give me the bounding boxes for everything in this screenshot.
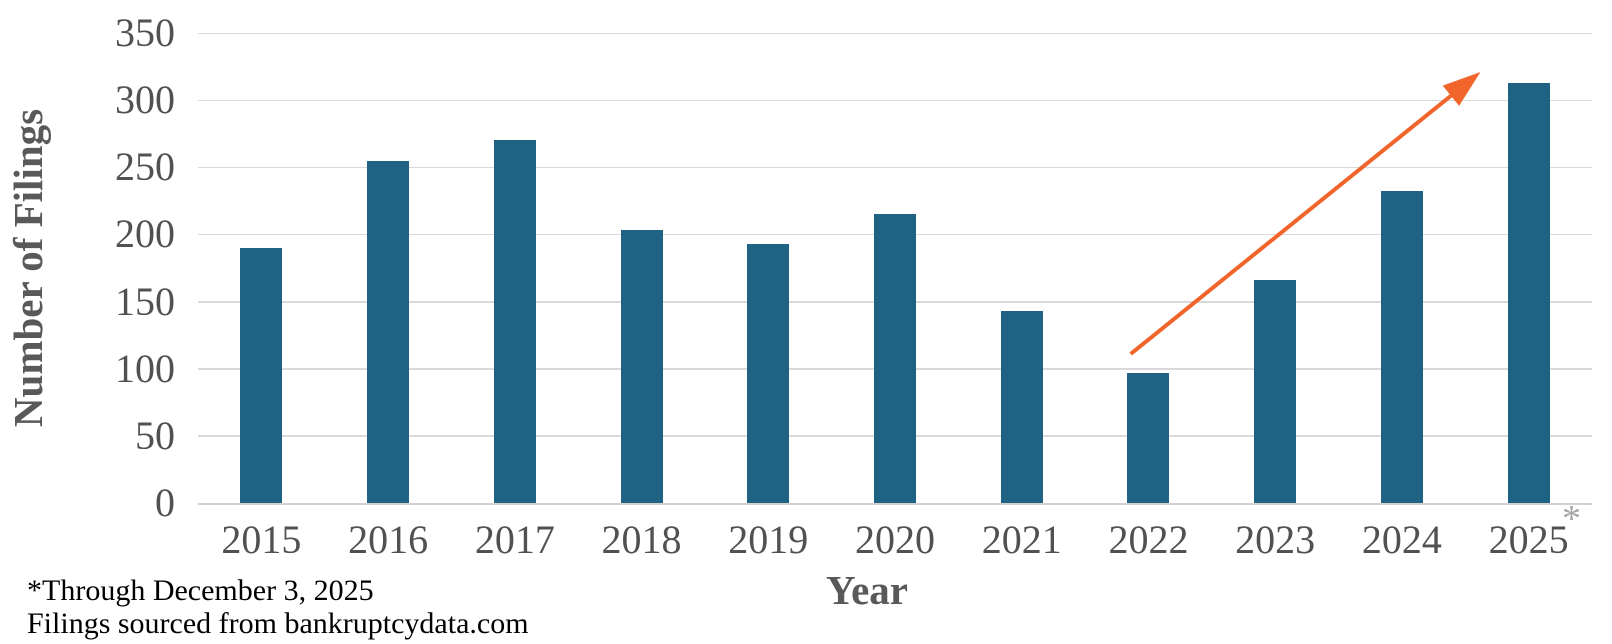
bar-2016 bbox=[367, 160, 410, 503]
gridline-300 bbox=[198, 99, 1592, 102]
x-tick-label-2021: 2021 bbox=[981, 517, 1062, 562]
y-tick-label-200: 200 bbox=[115, 211, 175, 257]
trend-arrow-icon bbox=[1129, 71, 1481, 356]
trend-arrow-head bbox=[1442, 71, 1481, 106]
x-tick-label-2025: 2025 bbox=[1488, 517, 1569, 562]
y-tick-label-350: 350 bbox=[115, 10, 175, 55]
bar-2017 bbox=[493, 140, 536, 503]
trend-arrow-line bbox=[1129, 87, 1460, 356]
y-tick-label-50: 50 bbox=[135, 412, 175, 458]
bar-2018 bbox=[620, 230, 663, 503]
y-tick-label-250: 250 bbox=[115, 144, 175, 190]
x-tick-label-2016: 2016 bbox=[348, 517, 429, 562]
asterisk-marker: * bbox=[1562, 498, 1581, 540]
x-axis-line bbox=[198, 503, 1592, 505]
bar-2021 bbox=[1000, 310, 1043, 503]
footnote-line-1: *Through December 3, 2025 bbox=[27, 574, 374, 607]
bar-2020 bbox=[874, 214, 916, 503]
bars-container bbox=[198, 33, 1592, 503]
x-tick-label-2024: 2024 bbox=[1361, 517, 1442, 562]
x-axis-title: Year bbox=[826, 567, 908, 613]
x-tick-label-2015: 2015 bbox=[221, 517, 302, 562]
y-tick-label-300: 300 bbox=[115, 77, 175, 123]
bar-2024 bbox=[1380, 191, 1423, 503]
bar-2023 bbox=[1254, 280, 1297, 503]
y-tick-label-150: 150 bbox=[115, 278, 175, 324]
bar-2015 bbox=[240, 247, 283, 503]
gridline-350 bbox=[198, 32, 1592, 34]
plot-area bbox=[198, 32, 1592, 505]
x-tick-label-2018: 2018 bbox=[601, 517, 682, 562]
x-tick-label-2022: 2022 bbox=[1108, 517, 1189, 562]
y-axis-tick-labels: 350 300 250 200 150 100 50 0 bbox=[0, 0, 177, 644]
footnote-line-2: Filings sourced from bankruptcydata.com bbox=[27, 607, 529, 640]
footnotes: *Through December 3, 2025 Filings source… bbox=[27, 574, 529, 640]
x-tick-label-2017: 2017 bbox=[474, 517, 555, 562]
x-tick-label-2019: 2019 bbox=[728, 517, 809, 562]
x-axis-tick-labels: 2015 2016 2017 2018 2019 2020 2021 2022 2023 2024… bbox=[198, 517, 1592, 563]
y-tick-label-0: 0 bbox=[155, 480, 175, 525]
x-tick-label-2020: 2020 bbox=[854, 517, 935, 562]
bar-2019 bbox=[747, 243, 790, 503]
bar-2022 bbox=[1127, 372, 1170, 503]
x-tick-label-2023: 2023 bbox=[1235, 517, 1316, 562]
gridline-250 bbox=[198, 166, 1592, 169]
bar-2025 bbox=[1507, 82, 1550, 503]
y-tick-label-100: 100 bbox=[115, 345, 175, 391]
